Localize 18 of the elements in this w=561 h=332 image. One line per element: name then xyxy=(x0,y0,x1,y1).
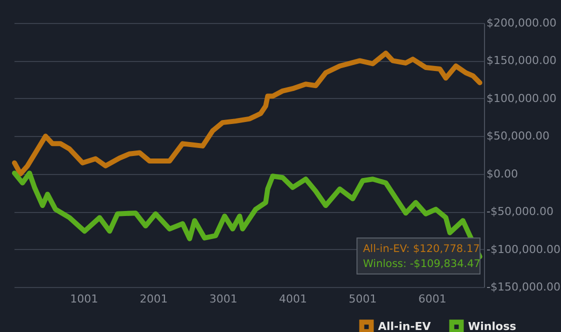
x-tick-label: 1001 xyxy=(70,292,98,306)
y-tick-label: -$150,000.00 xyxy=(486,280,560,294)
x-tick-label: 2001 xyxy=(140,292,168,306)
y-tick-label: -$50,000.00 xyxy=(486,205,554,218)
legend-label: Winloss xyxy=(468,320,517,332)
y-tick-label: $50,000.00 xyxy=(486,130,550,143)
y-tick-label: $150,000.00 xyxy=(486,54,556,68)
y-tick-label: $0.00 xyxy=(486,167,518,180)
annotation: Winloss: -$109,834.47 xyxy=(363,258,480,270)
y-tick-label: -$100,000.00 xyxy=(486,242,560,256)
x-tick-label: 6001 xyxy=(418,292,446,306)
y-tick-label: $200,000.00 xyxy=(486,16,556,30)
annotation: All-in-EV: $120,778.17 xyxy=(363,243,480,255)
x-tick-label: 3001 xyxy=(209,292,238,306)
x-tick-label: 4001 xyxy=(279,292,308,306)
x-tick-label: 5001 xyxy=(348,292,377,306)
legend-label: All-in-EV xyxy=(378,320,432,332)
y-tick-label: $100,000.00 xyxy=(486,92,556,105)
